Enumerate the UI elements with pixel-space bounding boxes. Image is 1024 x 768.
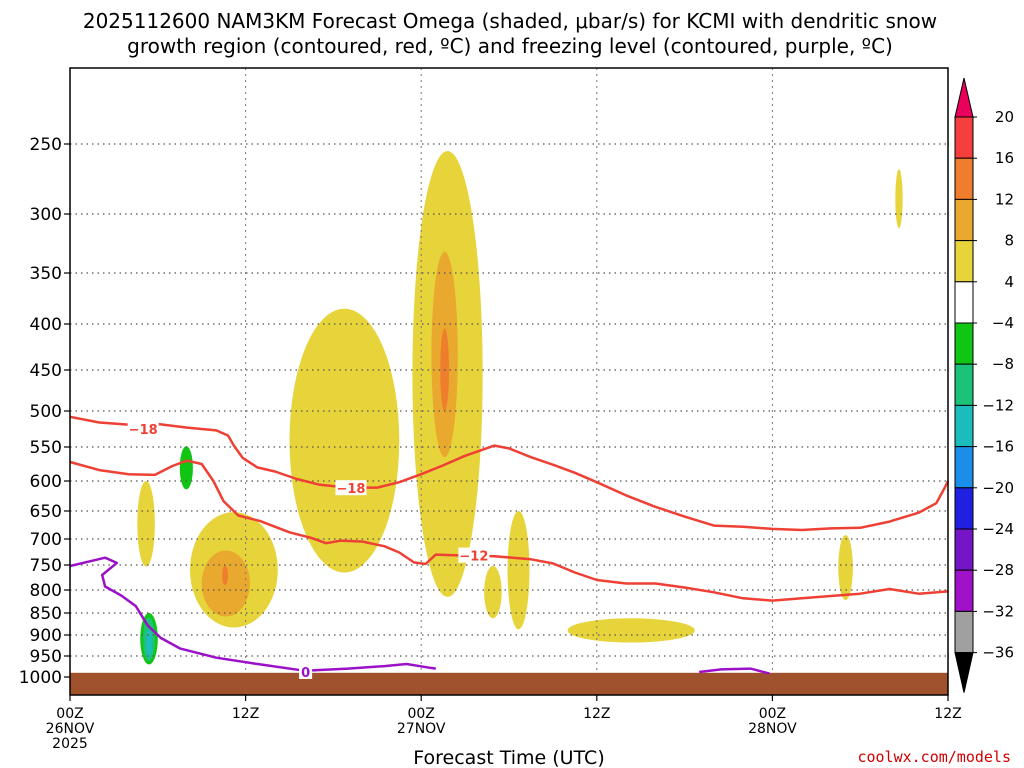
colorbar-segment-9: [954, 446, 974, 489]
x-tick-label-0-0: 00Z: [56, 706, 83, 722]
watermark-text: coolwx.com/models: [857, 748, 1011, 766]
colorbar-label-4: 4: [1004, 273, 1014, 291]
plot-frame: [69, 67, 949, 696]
contour-line-1: [69, 459, 949, 602]
colorbar-segment-12: [954, 569, 974, 612]
y-tick-label-950: 950: [30, 647, 62, 667]
colorbar-label-12: −32: [982, 602, 1014, 620]
terrain-layer: [70, 672, 948, 695]
contour-label-0-1: −18: [336, 482, 365, 497]
x-tick-label-0-2: 2025: [52, 736, 88, 752]
chart-title-line-2: growth region (contoured, red, ºC) and f…: [127, 34, 893, 58]
omega-shading-layer: [137, 151, 903, 665]
x-tick-label-24-0: 00Z: [407, 706, 434, 722]
y-tick-label-1000: 1000: [19, 668, 62, 688]
colorbar-top-triangle: [954, 77, 974, 118]
colorbar-segment-3: [954, 198, 974, 242]
y-tick-label-400: 400: [30, 315, 62, 335]
terrain-band: [70, 672, 948, 695]
omega-region-16: [146, 629, 152, 657]
colorbar-label-6: −8: [992, 355, 1014, 373]
colorbar-label-1: 16: [995, 149, 1014, 167]
x-tick-label-48-1: 28NOV: [748, 721, 797, 737]
x-tick-label-24-1: 27NOV: [397, 721, 446, 737]
omega-region-13: [179, 446, 193, 490]
y-tick-label-550: 550: [30, 438, 62, 458]
y-tick-label-250: 250: [30, 135, 62, 155]
contour-line-2: [69, 556, 436, 672]
omega-region-4: [507, 511, 530, 630]
y-tick-label-450: 450: [30, 361, 62, 381]
omega-region-5: [484, 566, 502, 619]
colorbar-label-0: 20: [995, 108, 1014, 126]
colorbar-segment-7: [954, 363, 974, 406]
colorbar-label-11: −28: [982, 561, 1014, 579]
colorbar-segment-8: [954, 404, 974, 448]
x-tick-label-36-0: 12Z: [583, 706, 610, 722]
colorbar-segment-4: [954, 240, 974, 283]
contour-label-bg-1-0: [458, 547, 490, 563]
contour-label-0-0: −18: [129, 423, 158, 438]
omega-region-6: [567, 618, 695, 643]
y-tick-label-500: 500: [30, 402, 62, 422]
colorbar-segment-13: [954, 610, 974, 654]
x-axis-title: Forecast Time (UTC): [413, 747, 604, 768]
colorbar: 20 16 12 8 4 −4 −8 −12 −16 −20 −24 −28 −32 −36: [954, 77, 1014, 693]
colorbar-label-9: −20: [982, 479, 1014, 497]
contour-label-bg-2-0: [299, 663, 313, 679]
contour-label-1-0: −12: [459, 550, 488, 565]
colorbar-label-3: 8: [1004, 232, 1014, 250]
y-tick-label-600: 600: [30, 472, 62, 492]
colorbar-bottom-triangle: [954, 652, 974, 693]
colorbar-segment-5: [954, 281, 974, 324]
y-tick-label-300: 300: [30, 205, 62, 225]
contour-layer: −18 −18 −12 0: [69, 415, 950, 681]
y-tick-label-900: 900: [30, 626, 62, 646]
colorbar-segment-10: [954, 487, 974, 530]
contour-line-0: [69, 415, 950, 532]
y-tick-label-350: 350: [30, 264, 62, 284]
y-tick-label-700: 700: [30, 530, 62, 550]
colorbar-label-10: −24: [982, 520, 1014, 538]
x-tick-label-60-0: 12Z: [934, 706, 961, 722]
omega-region-3: [137, 481, 155, 567]
y-tick-label-650: 650: [30, 502, 62, 522]
y-tick-label-850: 850: [30, 604, 62, 624]
contour-label-bg-0-0: [127, 421, 159, 436]
contour-line-3: [699, 667, 770, 675]
omega-region-12: [222, 566, 229, 585]
chart-title-line-1: 2025112600 NAM3KM Forecast Omega (shaded…: [83, 9, 937, 33]
colorbar-label-2: 12: [995, 190, 1014, 208]
omega-region-7: [838, 535, 853, 601]
colorbar-label-8: −16: [982, 438, 1014, 456]
y-tick-label-800: 800: [30, 581, 62, 601]
x-tick-label-12-0: 12Z: [232, 706, 259, 722]
colorbar-segment-1: [954, 116, 974, 159]
colorbar-segment-2: [954, 157, 974, 200]
colorbar-label-5: −4: [992, 314, 1014, 332]
colorbar-label-13: −36: [982, 644, 1014, 662]
y-axis: 2503003504004505005506006507007508008509…: [19, 135, 70, 688]
colorbar-label-7: −12: [982, 396, 1014, 414]
contour-label-bg-0-1: [335, 480, 367, 496]
x-tick-label-0-1: 26NOV: [46, 721, 95, 737]
omega-region-1: [289, 308, 400, 573]
contour-label-2-0: 0: [301, 666, 310, 681]
x-tick-label-48-0: 00Z: [759, 706, 786, 722]
colorbar-segment-11: [954, 528, 974, 571]
y-tick-label-750: 750: [30, 556, 62, 576]
colorbar-segment-6: [954, 322, 974, 365]
omega-region-8: [895, 169, 903, 229]
